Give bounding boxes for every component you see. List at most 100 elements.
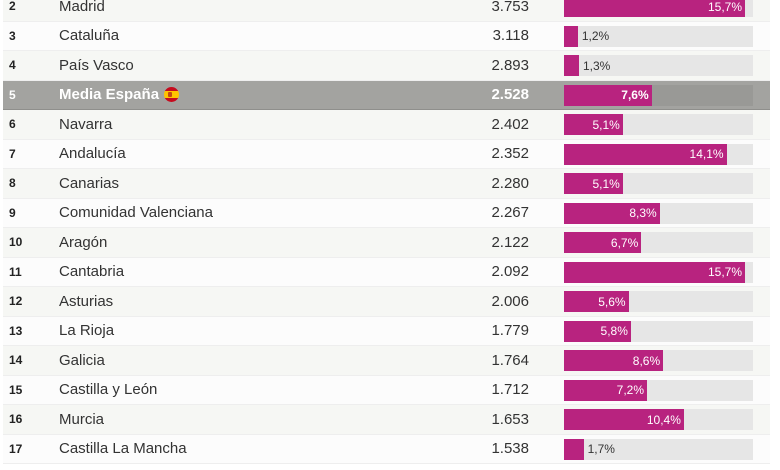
percent-bar-track: 5,1% (564, 114, 753, 135)
region-name-label: Castilla y León (59, 381, 158, 399)
rank-number: 10 (9, 235, 23, 250)
percent-bar-track: 14,1% (564, 143, 753, 165)
rank-number: 9 (9, 205, 16, 220)
region-name: Asturias (59, 287, 113, 316)
percent-label: 6,7% (610, 235, 639, 250)
region-name-label: Andalucía (59, 145, 126, 163)
region-value: 2.267 (491, 204, 529, 222)
region-name: Andalucía (59, 140, 126, 169)
region-name-label: Madrid (59, 0, 105, 15)
region-name: La Rioja (59, 317, 114, 346)
rank-number: 5 (9, 87, 16, 102)
rank-number: 17 (9, 441, 23, 456)
rank-number: 12 (9, 294, 23, 309)
region-name: Canarias (59, 169, 119, 198)
region-name: Navarra (59, 110, 112, 139)
percent-bar-track: 7,6% (564, 84, 753, 106)
percent-bar-fill (564, 409, 684, 430)
region-value: 1.764 (491, 351, 529, 369)
region-name: Cataluña (59, 22, 119, 51)
region-name: Murcia (59, 405, 104, 434)
rank-number: 14 (9, 353, 23, 368)
rank-number: 8 (9, 176, 16, 191)
percent-label: 1,7% (587, 442, 615, 456)
region-value: 1.538 (491, 440, 529, 458)
percent-bar-fill (564, 55, 579, 76)
region-name-label: Murcia (59, 410, 105, 428)
spain-flag-icon (164, 87, 180, 103)
region-value: 2.280 (491, 174, 529, 192)
region-name-label: Galicia (59, 351, 105, 369)
percent-bar-track: 15,7% (564, 0, 753, 17)
region-value: 3.753 (491, 0, 529, 15)
region-name: Castilla La Mancha (59, 435, 187, 464)
region-name-label: Cataluña (59, 27, 120, 45)
table-row: 10 Aragón 2.122 6,7% (3, 228, 770, 258)
table-row: 16 Murcia 1.653 10,4% (3, 405, 770, 435)
percent-label: 5,1% (592, 176, 620, 191)
region-value: 1.712 (491, 381, 529, 399)
region-name: Madrid (59, 0, 105, 21)
ranking-table: 2 Madrid 3.753 15,7% 3 Cataluña 3.118 1,2% 4 País… (3, 0, 770, 464)
table-row: 8 Canarias 2.280 5,1% (3, 169, 770, 199)
percent-bar-track: 10,4% (564, 409, 753, 430)
table-row: 15 Castilla y León 1.712 7,2% (3, 375, 770, 405)
percent-bar-track: 6,7% (564, 232, 753, 253)
percent-bar-fill (564, 173, 623, 194)
region-name: Aragón (59, 228, 107, 257)
percent-label: 10,4% (646, 412, 681, 427)
table-row: 13 La Rioja 1.779 5,8% (3, 316, 770, 346)
percent-label: 15,7% (707, 265, 742, 279)
percent-bar-fill (564, 202, 660, 224)
rank-number: 2 (9, 0, 16, 14)
region-name-label: La Rioja (59, 322, 115, 340)
percent-bar-track: 7,2% (564, 379, 753, 401)
percent-label: 5,6% (598, 294, 626, 309)
table-row: 4 País Vasco 2.893 1,3% (3, 51, 770, 81)
region-name-label: Canarias (59, 174, 120, 192)
region-value: 3.118 (492, 27, 529, 45)
rank-number: 7 (9, 146, 16, 161)
percent-bar-fill (564, 261, 745, 283)
rank-number: 4 (9, 58, 16, 73)
region-name: Cantabria (59, 258, 124, 287)
table-row: 14 Galicia 1.764 8,6% (3, 346, 770, 376)
percent-bar-fill (564, 320, 631, 342)
percent-label: 1,3% (582, 58, 611, 73)
region-name-label: País Vasco (59, 56, 134, 74)
region-value: 2.402 (491, 115, 529, 133)
rank-number: 6 (9, 117, 16, 132)
percent-bar-fill (564, 84, 652, 106)
percent-label: 7,6% (621, 88, 649, 102)
region-value: 1.779 (491, 322, 529, 340)
region-value: 2.122 (491, 233, 529, 251)
region-name: Comunidad Valenciana (59, 199, 213, 228)
table-row: 3 Cataluña 3.118 1,2% (3, 21, 770, 51)
percent-label: 14,1% (689, 147, 724, 161)
region-name-label: Asturias (59, 292, 114, 310)
region-value: 2.893 (491, 56, 529, 74)
percent-bar-fill (564, 25, 578, 47)
percent-bar-fill (564, 291, 629, 312)
table-row: 7 Andalucía 2.352 14,1% (3, 139, 770, 169)
rank-number: 16 (9, 412, 23, 427)
region-name-label: Media España (59, 86, 160, 104)
rank-number: 13 (9, 323, 23, 338)
region-name-label: Aragón (59, 233, 108, 251)
rank-number: 3 (9, 28, 16, 43)
percent-bar-fill (564, 438, 584, 460)
percent-bar-track: 5,1% (564, 173, 753, 194)
percent-bar-track: 1,7% (564, 438, 753, 460)
percent-bar-fill (564, 143, 727, 165)
table-row: 11 Cantabria 2.092 15,7% (3, 257, 770, 287)
percent-label: 8,6% (632, 353, 661, 368)
table-row: 12 Asturias 2.006 5,6% (3, 287, 770, 317)
rank-number: 11 (9, 264, 22, 279)
table-row: 17 Castilla La Mancha 1.538 1,7% (3, 434, 770, 464)
percent-bar-track: 1,2% (564, 25, 753, 47)
percent-bar-track: 5,8% (564, 320, 753, 342)
region-name-label: Castilla La Mancha (59, 440, 187, 458)
percent-bar-fill (564, 0, 745, 17)
region-name: Castilla y León (59, 376, 157, 405)
percent-bar-track: 8,6% (564, 350, 753, 371)
